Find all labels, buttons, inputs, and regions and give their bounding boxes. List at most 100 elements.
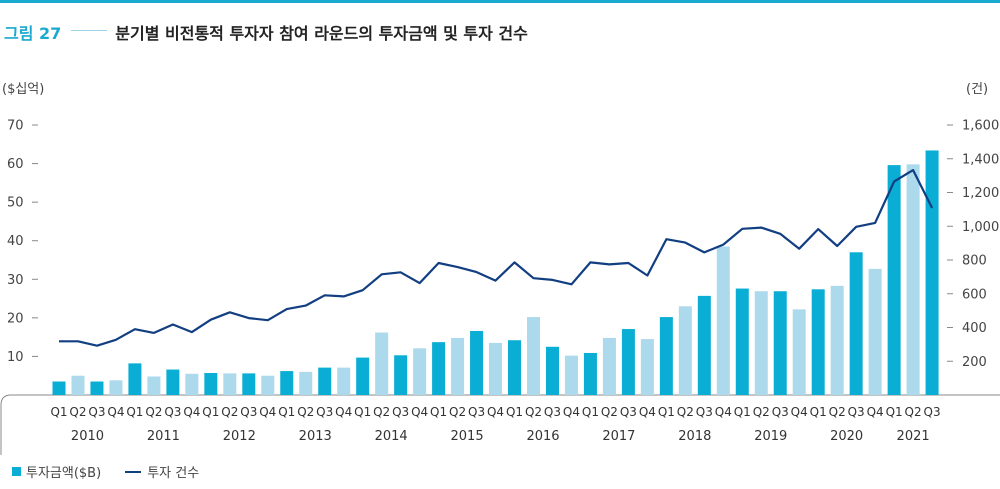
bar (432, 342, 446, 395)
bar (204, 373, 218, 395)
line-series (59, 169, 934, 347)
bar (640, 339, 654, 395)
bar (489, 342, 503, 395)
bar (242, 373, 256, 395)
axis-ticks: 10 20 30 40 50 60 70 200 400 600 800 1,000 1,200 1,40… (0, 119, 1000, 455)
quarter-label: Q4 (639, 405, 656, 419)
quarter-label: Q1 (506, 405, 523, 419)
legend-line-swatch (125, 470, 142, 473)
year-label: 2018 (678, 429, 711, 444)
quarter-label: Q2 (525, 405, 542, 419)
quarter-label: Q3 (696, 405, 713, 419)
bar (564, 355, 578, 395)
quarter-label: Q3 (164, 405, 181, 419)
bar (128, 363, 142, 395)
quarter-label: Q1 (734, 405, 751, 419)
quarter-label: Q2 (449, 405, 466, 419)
right-tick-label: 1,600 (962, 119, 999, 134)
chart-title: 분기별 비전통적 투자자 참여 라운드의 투자금액 및 투자 건수 (115, 24, 528, 43)
year-label: 2012 (223, 429, 256, 444)
year-label: 2011 (147, 429, 180, 444)
quarter-label: Q1 (202, 405, 219, 419)
bar (451, 337, 465, 395)
bar (508, 340, 522, 395)
bar (925, 150, 939, 395)
quarter-label: Q2 (69, 405, 86, 419)
figure-header: 그림 27 분기별 비전통적 투자자 참여 라운드의 투자금액 및 투자 건수 (4, 18, 528, 46)
bar (583, 352, 597, 395)
bar (261, 375, 275, 395)
quarter-label: Q1 (278, 405, 295, 419)
left-tick-label: 20 (7, 311, 24, 326)
quarter-label: Q3 (240, 405, 257, 419)
quarter-label: Q3 (544, 405, 561, 419)
quarter-label: Q1 (50, 405, 67, 419)
year-label: 2021 (897, 429, 930, 444)
bar-series (52, 150, 939, 395)
bar (337, 367, 351, 395)
year-label: 2019 (754, 429, 787, 444)
bar (527, 317, 540, 395)
quarter-label: Q4 (411, 405, 428, 419)
x-axis-labels: Q1 Q2 Q3 Q4 Q1 Q2 Q3 Q4 Q1 Q2 Q3 Q4 Q1 Q2 Q3 Q4 Q1 Q2 Q3 Q4… (50, 405, 940, 444)
bar (52, 381, 66, 395)
figure-label: 그림 27 (4, 24, 62, 43)
quarter-label: Q1 (810, 405, 827, 419)
bar (849, 252, 863, 395)
bar (773, 291, 787, 395)
left-tick-label: 60 (7, 157, 24, 172)
bar (223, 373, 237, 395)
quarter-label: Q1 (886, 405, 903, 419)
legend: 투자금액($B) 투자 건수 (12, 462, 199, 481)
bar (678, 306, 692, 395)
quarter-label: Q4 (487, 405, 504, 419)
legend-bar-swatch (12, 467, 21, 476)
bar (299, 371, 313, 395)
year-label: 2016 (526, 429, 559, 444)
quarter-label: Q2 (829, 405, 846, 419)
bar (697, 295, 711, 395)
year-label: 2013 (299, 429, 332, 444)
left-tick-label: 30 (7, 273, 24, 288)
right-tick-label: 200 (962, 355, 987, 370)
bar (735, 288, 749, 395)
quarter-label: Q2 (677, 405, 694, 419)
bar (602, 337, 616, 395)
right-tick-label: 800 (962, 254, 987, 269)
bar (318, 367, 332, 395)
quarter-label: Q4 (563, 405, 580, 419)
quarter-label: Q2 (297, 405, 314, 419)
left-tick-label: 70 (7, 119, 24, 134)
left-tick-label: 40 (7, 234, 24, 249)
left-axis-unit: ($십억) (2, 82, 45, 97)
bar (545, 346, 559, 395)
quarter-label: Q4 (335, 405, 352, 419)
bar (375, 332, 389, 395)
year-label: 2010 (71, 429, 104, 444)
quarter-label: Q3 (620, 405, 637, 419)
bar (792, 309, 806, 395)
quarter-label: Q4 (107, 405, 124, 419)
quarter-label: Q2 (145, 405, 162, 419)
bar (811, 289, 825, 395)
left-tick-label: 50 (7, 196, 24, 211)
top-rule (0, 0, 1000, 3)
quarter-label: Q1 (126, 405, 143, 419)
right-tick-label: 600 (962, 287, 987, 302)
quarter-label: Q2 (221, 405, 238, 419)
combo-chart: 10 20 30 40 50 60 70 200 400 600 800 1,000 1,200 1,40… (0, 119, 1000, 455)
quarter-label: Q1 (658, 405, 675, 419)
legend-bar-label: 투자금액($B) (26, 466, 102, 481)
bar (621, 329, 635, 395)
bar (280, 371, 294, 395)
bar (71, 375, 85, 395)
bar (185, 373, 199, 395)
left-tick-label: 10 (7, 350, 24, 365)
year-label: 2020 (830, 429, 863, 444)
bar (147, 376, 161, 395)
bar (887, 165, 901, 395)
quarter-label: Q1 (354, 405, 371, 419)
bar (754, 291, 768, 395)
year-label: 2014 (375, 429, 408, 444)
quarter-label: Q1 (430, 405, 447, 419)
